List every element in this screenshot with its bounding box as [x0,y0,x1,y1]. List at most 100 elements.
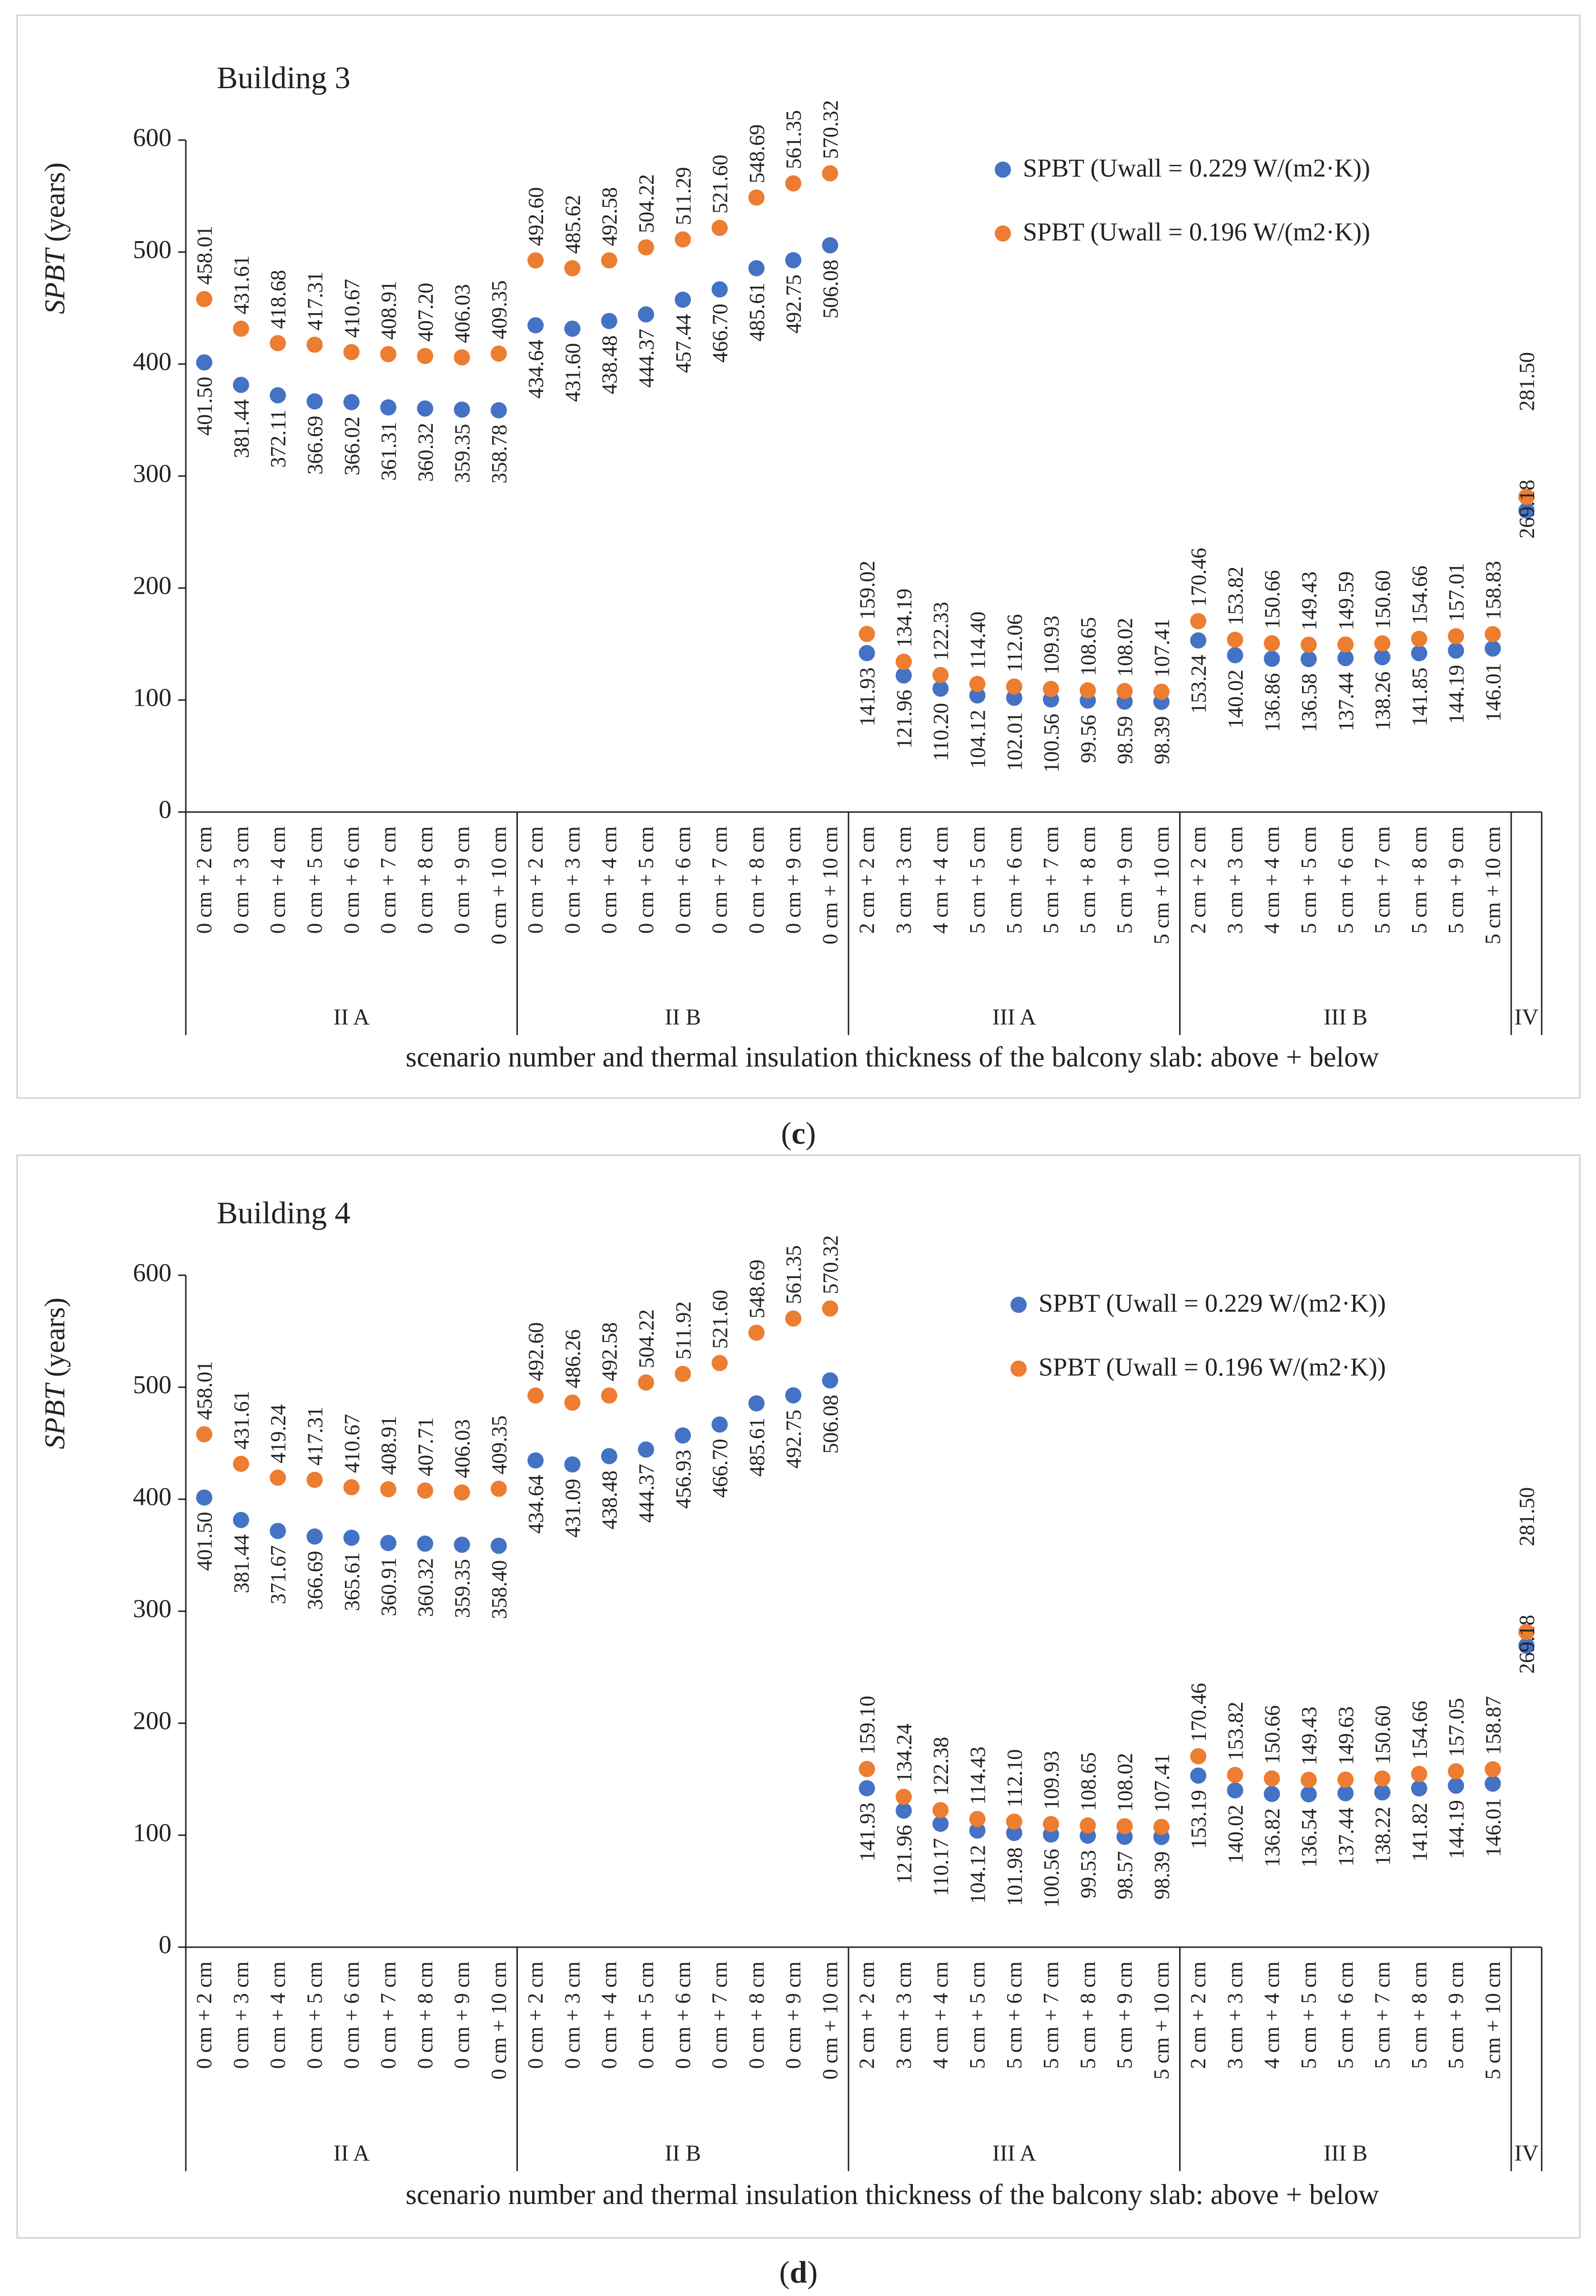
category-label: 0 cm + 5 cm [634,1961,658,2069]
data-point-uwall-0-229 [564,1456,581,1473]
data-label-uwall-0-196: 492.60 [524,187,548,246]
data-label-uwall-0-229: 138.22 [1371,1807,1395,1866]
data-point-uwall-0-196 [1374,635,1391,652]
data-label-uwall-0-196: 108.02 [1113,618,1137,677]
category-label: 0 cm + 5 cm [303,826,326,934]
data-point-uwall-0-229 [969,687,986,704]
data-point-uwall-0-196 [343,344,360,360]
data-point-uwall-0-229 [1411,1780,1427,1797]
data-label-uwall-0-229: 136.82 [1261,1808,1284,1867]
data-point-uwall-0-196 [932,667,949,683]
data-point-uwall-0-229 [1227,647,1243,663]
category-label: 0 cm + 6 cm [671,1961,695,2069]
data-point-uwall-0-229 [932,681,949,697]
y-tick-label: 600 [133,1258,172,1287]
data-point-uwall-0-196 [1006,678,1022,695]
panel-frame [16,14,1581,1099]
data-point-uwall-0-196 [1080,1817,1096,1834]
data-label-uwall-0-229: 371.67 [266,1545,290,1605]
category-label: 5 cm + 9 cm [1113,1961,1137,2069]
category-label: 0 cm + 8 cm [413,1961,437,2069]
legend: SPBT (Uwall = 0.229 W/(m2·K)) SPBT (Uwall… [995,153,1370,246]
y-tick-label: 500 [133,1370,172,1399]
panel-caption: (c) [781,1116,816,1151]
data-label-uwall-0-229: 153.24 [1187,655,1211,714]
legend-label: SPBT (Uwall = 0.229 W/(m2·K)) [1039,1289,1386,1317]
group-label: II B [665,2141,701,2166]
data-label-uwall-0-229: 146.01 [1481,1798,1505,1857]
data-label-uwall-0-196: 511.92 [671,1301,695,1360]
y-tick-label: 200 [133,571,172,599]
data-point-uwall-0-196 [1411,630,1427,647]
category-label: 0 cm + 2 cm [524,1961,547,2069]
data-label-uwall-0-229: 492.75 [782,274,806,334]
category-label: 0 cm + 2 cm [524,826,547,934]
legend-label: SPBT (Uwall = 0.196 W/(m2·K)) [1039,1352,1386,1381]
data-point-uwall-0-196 [637,1374,654,1391]
data-label-uwall-0-196: 409.35 [487,1415,511,1474]
data-point-uwall-0-196 [1227,1767,1243,1783]
y-tick-label: 0 [159,1930,172,1959]
data-point-uwall-0-196 [675,231,691,248]
data-point-uwall-0-196 [1080,682,1096,699]
data-label-uwall-0-196: 108.02 [1113,1753,1137,1812]
data-label-uwall-0-229: 136.54 [1297,1808,1321,1868]
data-point-uwall-0-196 [1153,1819,1170,1835]
data-label-uwall-0-196: 109.93 [1040,1751,1063,1810]
data-label-uwall-0-196: 458.01 [193,1361,217,1420]
data-point-uwall-0-196 [1300,1771,1317,1788]
data-point-uwall-0-196 [490,1481,507,1497]
data-label-uwall-0-196: 431.61 [230,255,253,315]
data-point-uwall-0-229 [1448,1778,1465,1794]
data-label-uwall-0-196: 521.60 [708,1290,732,1349]
data-point-uwall-0-196 [822,165,838,182]
data-point-uwall-0-196 [859,626,875,642]
data-label-uwall-0-196: 548.69 [745,1260,769,1319]
data-label-uwall-0-196: 281.50 [1515,352,1539,411]
category-label: 0 cm + 4 cm [266,1961,290,2069]
group-label: III B [1323,2141,1367,2166]
data-point-uwall-0-229 [196,1489,212,1506]
data-label-uwall-0-229: 444.37 [635,1464,658,1523]
data-point-uwall-0-196 [969,676,986,692]
data-label-uwall-0-196: 419.24 [266,1404,290,1463]
data-point-uwall-0-196 [1263,635,1280,651]
data-label-uwall-0-196: 149.43 [1297,1707,1321,1766]
data-label-uwall-0-196: 154.66 [1408,566,1432,625]
data-point-uwall-0-229 [380,1534,397,1551]
data-point-uwall-0-196 [232,320,249,337]
data-point-uwall-0-229 [859,1780,875,1797]
data-point-uwall-0-229 [711,1416,728,1433]
data-point-uwall-0-229 [1190,1768,1207,1784]
data-label-uwall-0-229: 121.96 [892,690,916,749]
data-point-uwall-0-196 [859,1761,875,1778]
data-label-uwall-0-229: 100.56 [1040,1849,1063,1908]
data-point-uwall-0-229 [637,1441,654,1458]
data-label-uwall-0-229: 372.11 [266,410,290,468]
group-label: III B [1323,1005,1367,1030]
category-label: 5 cm + 6 cm [1333,826,1357,934]
data-label-uwall-0-229: 99.56 [1076,715,1100,763]
data-label-uwall-0-196: 407.71 [414,1417,437,1476]
data-label-uwall-0-229: 457.44 [671,314,695,373]
data-label-uwall-0-229: 431.60 [561,343,585,402]
data-label-uwall-0-196: 485.62 [561,195,585,254]
data-point-uwall-0-196 [1043,1816,1060,1832]
data-label-uwall-0-196: 150.66 [1261,1705,1284,1764]
data-label-uwall-0-229: 358.78 [487,425,511,484]
category-label: 5 cm + 8 cm [1076,1961,1100,2069]
data-label-uwall-0-229: 438.48 [598,1471,622,1530]
y-tick-label: 100 [133,683,172,711]
category-label: 5 cm + 5 cm [965,826,989,934]
data-point-uwall-0-196 [306,336,323,353]
data-point-uwall-0-196 [454,1484,470,1501]
data-label-uwall-0-229: 98.39 [1150,1851,1174,1900]
data-label-uwall-0-196: 410.67 [340,1414,364,1473]
data-label-uwall-0-196: 406.03 [451,1419,475,1478]
data-point-uwall-0-196 [564,260,581,276]
data-label-uwall-0-229: 141.85 [1408,668,1432,727]
data-point-uwall-0-229 [454,401,470,418]
data-label-uwall-0-196: 154.66 [1408,1701,1432,1760]
data-label-uwall-0-196: 458.01 [193,226,217,285]
category-label: 0 cm + 7 cm [708,1961,732,2069]
